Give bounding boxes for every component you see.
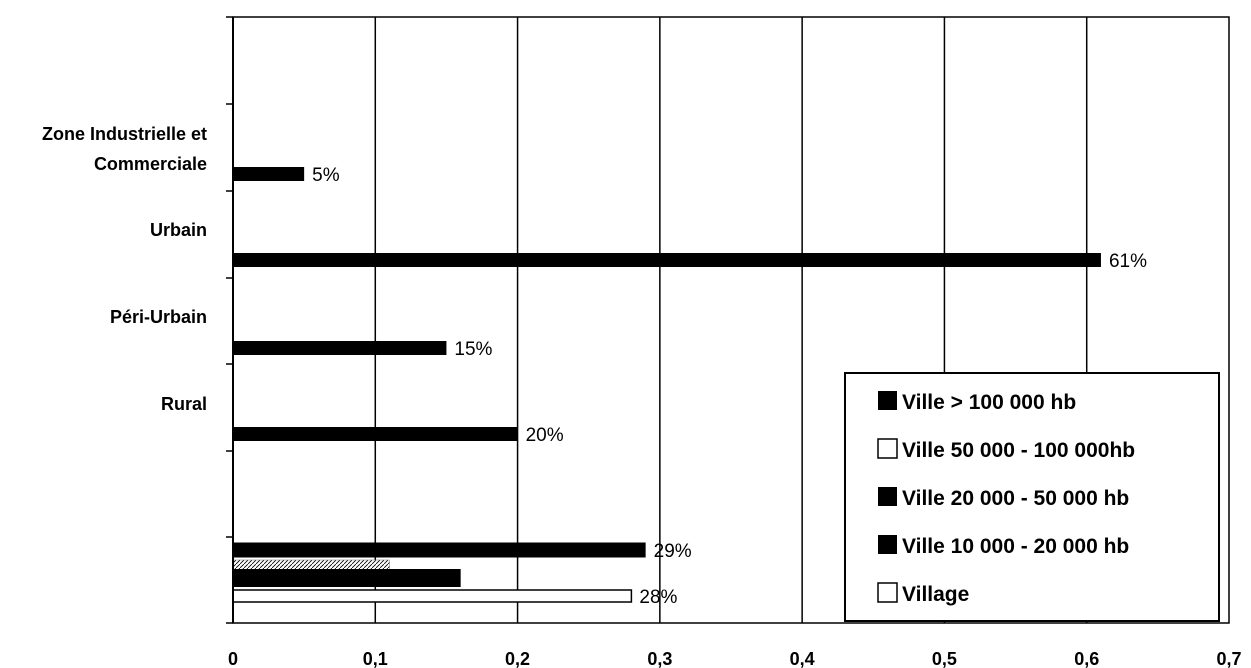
- category-label: Urbain: [150, 220, 207, 240]
- x-tick-label: 0,3: [647, 649, 672, 668]
- legend-label: Village: [902, 583, 969, 606]
- x-tick-label: 0,4: [790, 649, 815, 668]
- x-tick-label: 0,2: [505, 649, 530, 668]
- bar: [233, 167, 305, 181]
- x-tick-label: 0,1: [363, 649, 388, 668]
- x-axis-tick-labels: 0 0,1 0,2 0,3 0,4 0,5 0,6 0,7: [228, 649, 1242, 668]
- data-label: 5%: [312, 165, 340, 186]
- bar: [233, 427, 518, 441]
- plot-area: 5% 61% 15% 20% 29% 28%: [226, 16, 1230, 624]
- data-label: 15%: [454, 339, 492, 360]
- x-tick-label: 0: [228, 649, 238, 668]
- data-labels: 5% 61% 15% 20% 29% 28%: [312, 165, 1147, 608]
- legend-swatch: [878, 391, 897, 410]
- bar: [233, 341, 447, 355]
- bars: [232, 167, 1101, 603]
- bar: [233, 542, 646, 558]
- category-label: Péri-Urbain: [110, 307, 207, 327]
- category-labels: Zone Industrielle et Commerciale Urbain Pér…: [42, 124, 207, 414]
- legend-swatch: [878, 487, 897, 506]
- category-label: Zone Industrielle et Commerciale: [42, 124, 207, 174]
- x-tick-label: 0,6: [1074, 649, 1099, 668]
- y-axis-ticks: [226, 16, 233, 624]
- legend-label: Ville 20 000 - 50 000 hb: [902, 487, 1129, 510]
- legend-label: Ville 10 000 - 20 000 hb: [902, 535, 1129, 558]
- x-tick-label: 0,7: [1216, 649, 1241, 668]
- bar: [232, 589, 633, 603]
- data-label: 20%: [526, 425, 564, 446]
- data-label: 61%: [1109, 251, 1147, 272]
- legend-swatch: [878, 535, 897, 554]
- legend-label: Ville 50 000 - 100 000hb: [902, 439, 1135, 462]
- bar: [233, 569, 461, 587]
- legend-swatch: [877, 582, 898, 603]
- legend: Ville > 100 000 hb Ville 50 000 - 100 000…: [844, 372, 1220, 622]
- data-label: 29%: [654, 541, 692, 562]
- legend-label: Ville > 100 000 hb: [902, 391, 1076, 414]
- category-label: Rural: [161, 394, 207, 414]
- legend-swatch: [877, 438, 898, 459]
- data-label: 28%: [639, 587, 677, 608]
- bar: [233, 253, 1101, 267]
- bar: [232, 559, 390, 571]
- x-tick-label: 0,5: [932, 649, 957, 668]
- legend-box: [844, 372, 1220, 622]
